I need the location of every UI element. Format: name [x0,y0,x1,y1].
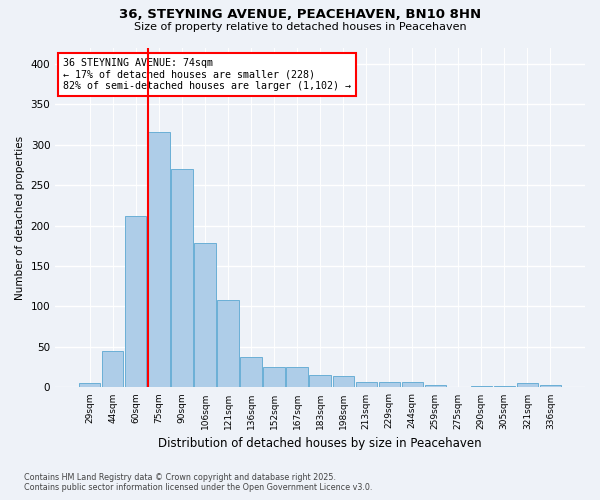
Bar [540,385,561,388]
Text: Contains HM Land Registry data © Crown copyright and database right 2025.
Contai: Contains HM Land Registry data © Crown c… [24,473,373,492]
Bar [79,384,100,388]
Bar [194,244,215,388]
Bar [263,367,284,388]
Bar [517,384,538,388]
Bar [470,386,492,388]
Text: 36, STEYNING AVENUE, PEACEHAVEN, BN10 8HN: 36, STEYNING AVENUE, PEACEHAVEN, BN10 8H… [119,8,481,20]
Bar [448,386,469,388]
Bar [425,385,446,388]
X-axis label: Distribution of detached houses by size in Peacehaven: Distribution of detached houses by size … [158,437,482,450]
Bar [217,300,239,388]
Bar [286,367,308,388]
Bar [494,386,515,388]
Bar [241,356,262,388]
Bar [125,216,146,388]
Text: Size of property relative to detached houses in Peacehaven: Size of property relative to detached ho… [134,22,466,32]
Bar [356,382,377,388]
Bar [401,382,423,388]
Text: 36 STEYNING AVENUE: 74sqm
← 17% of detached houses are smaller (228)
82% of semi: 36 STEYNING AVENUE: 74sqm ← 17% of detac… [63,58,351,91]
Bar [310,376,331,388]
Y-axis label: Number of detached properties: Number of detached properties [15,136,25,300]
Bar [148,132,170,388]
Bar [379,382,400,388]
Bar [102,351,124,388]
Bar [172,169,193,388]
Bar [332,376,353,388]
